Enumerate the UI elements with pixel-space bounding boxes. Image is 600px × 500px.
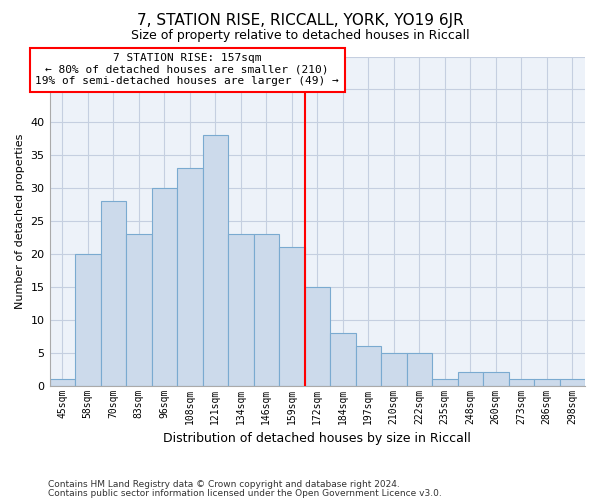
Bar — [101, 202, 126, 386]
Bar — [356, 346, 381, 386]
Text: Size of property relative to detached houses in Riccall: Size of property relative to detached ho… — [131, 29, 469, 42]
Text: 7, STATION RISE, RICCALL, YORK, YO19 6JR: 7, STATION RISE, RICCALL, YORK, YO19 6JR — [137, 12, 463, 28]
Bar — [509, 379, 534, 386]
Bar — [228, 234, 254, 386]
Bar — [254, 234, 279, 386]
Bar — [50, 379, 75, 386]
Bar — [305, 287, 330, 386]
Bar — [177, 168, 203, 386]
Bar — [203, 136, 228, 386]
Bar — [407, 352, 432, 386]
Text: 7 STATION RISE: 157sqm
← 80% of detached houses are smaller (210)
19% of semi-de: 7 STATION RISE: 157sqm ← 80% of detached… — [35, 53, 339, 86]
Bar — [279, 248, 305, 386]
Text: Contains public sector information licensed under the Open Government Licence v3: Contains public sector information licen… — [48, 488, 442, 498]
Bar — [432, 379, 458, 386]
Bar — [330, 333, 356, 386]
Bar — [381, 352, 407, 386]
Bar — [126, 234, 152, 386]
Bar — [152, 188, 177, 386]
Bar — [560, 379, 585, 386]
Bar — [534, 379, 560, 386]
Y-axis label: Number of detached properties: Number of detached properties — [15, 134, 25, 309]
X-axis label: Distribution of detached houses by size in Riccall: Distribution of detached houses by size … — [163, 432, 471, 445]
Bar — [75, 254, 101, 386]
Text: Contains HM Land Registry data © Crown copyright and database right 2024.: Contains HM Land Registry data © Crown c… — [48, 480, 400, 489]
Bar — [483, 372, 509, 386]
Bar — [458, 372, 483, 386]
